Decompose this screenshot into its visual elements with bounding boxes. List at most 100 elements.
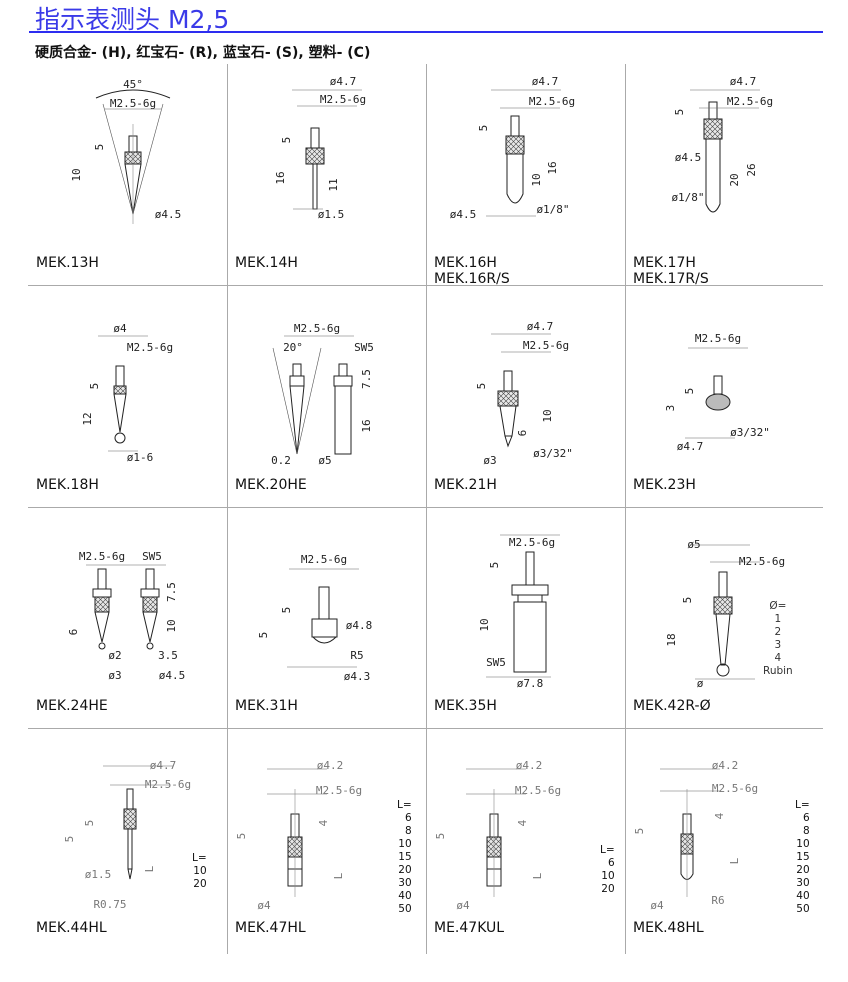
- stylus-drawing: [466, 768, 526, 897]
- dimension-label: 4: [516, 819, 529, 826]
- dimension-label: ø4: [257, 898, 271, 912]
- dimension-label: ø4.7: [531, 75, 559, 88]
- list-item: 1: [774, 613, 782, 625]
- dimension-label: 5: [257, 631, 270, 639]
- dimension-label: 5: [475, 382, 488, 389]
- list-item: 40: [398, 889, 412, 902]
- product-code: MEK.47HL: [235, 919, 306, 936]
- dimension-label: 12: [81, 411, 94, 426]
- stylus-drawing: [272, 335, 354, 454]
- list-item: 20: [398, 863, 412, 876]
- product-cell: M2.5-6g SW5 7.5 10 6 ø2 3.5 ø3 ø4.5 MEK.24HE: [28, 507, 227, 729]
- dimension-label: M2.5-6g: [508, 536, 556, 549]
- dimension-label: ø1.5: [84, 867, 112, 881]
- stylus-drawing: [685, 347, 748, 438]
- list-item: 2: [774, 626, 782, 638]
- dimension-label: 5: [673, 108, 686, 116]
- dimension-label: 6: [67, 628, 80, 636]
- dimension-label: M2.5-6g: [293, 321, 341, 335]
- dimension-label: ø: [696, 677, 704, 690]
- material-subtitle: 硬质合金- (H), 红宝石- (R), 蓝宝石- (S), 塑料- (C): [35, 45, 371, 61]
- dimension-label: ø4.3: [343, 670, 371, 683]
- list-item: 20: [193, 877, 207, 890]
- product-cell: ø4.7 M2.5-6g 5 10 6 ø3 ø3/32" MEK.21H: [426, 286, 625, 508]
- dimension-label: M2.5-6g: [126, 340, 174, 354]
- dimension-label: 5: [280, 136, 293, 144]
- dimension-label: ø1/8": [536, 203, 570, 216]
- dimension-label: M2.5-6g: [522, 338, 570, 352]
- dimension-label: L: [728, 857, 741, 864]
- product-code: MEK.18H: [36, 476, 99, 493]
- product-code: MEK.20HE: [235, 476, 307, 493]
- product-cell: M2.5-6g 5 ø4.8 5 R5 ø4.3 MEK.31H: [227, 507, 426, 729]
- list-item: 10: [796, 837, 810, 850]
- product-code-variant: MEK.17R/S: [633, 271, 709, 287]
- stylus-drawing: [98, 335, 148, 451]
- list-item: 6: [404, 811, 412, 824]
- dimension-label: 7.5: [360, 368, 373, 389]
- list-item: L=: [397, 798, 412, 811]
- dimension-label: ø4.2: [316, 758, 344, 772]
- product-code: MEK.17H: [633, 255, 696, 271]
- dimension-label: 20: [728, 173, 741, 187]
- dimension-label: 5: [633, 827, 646, 834]
- dimension-label: L: [143, 865, 156, 872]
- dimension-label: ø1.5: [317, 208, 345, 221]
- stylus-drawing: [486, 89, 561, 217]
- dimension-label: M2.5-6g: [315, 783, 363, 797]
- length-options-list: L= 6 8 10 15 20 30 40 50: [397, 799, 412, 916]
- dimension-label: M2.5-6g: [726, 95, 774, 108]
- dimension-label: M2.5-6g: [300, 553, 348, 566]
- dimension-label: ø3: [483, 453, 497, 467]
- stylus-drawing: [86, 564, 166, 650]
- stylus-drawing: [267, 768, 327, 897]
- product-cell: M2.5-6g 20° SW5 7.5 16 0.2 ø5 MEK.20HE: [227, 286, 426, 508]
- list-item: L=: [600, 843, 615, 856]
- title-rule: [29, 31, 823, 33]
- dimension-label: ø4.5: [449, 208, 477, 221]
- list-item: Rubin: [763, 665, 793, 677]
- dimension-label: 3.5: [158, 649, 178, 662]
- dimension-label: ø4.7: [526, 319, 554, 333]
- dimension-label: ø3/32": [730, 425, 770, 439]
- list-item: 3: [774, 639, 782, 651]
- dimension-label: M2.5-6g: [694, 331, 742, 345]
- dimension-label: ø4.2: [711, 758, 739, 772]
- dimension-label: 5: [93, 143, 106, 151]
- dimension-label: 5: [280, 606, 293, 614]
- dimension-label: ø3/32": [533, 446, 573, 460]
- dimension-label: 10: [478, 618, 491, 632]
- grid-divider: [28, 507, 823, 508]
- diameter-options-list: Ø= 1 2 3 4 Rubin: [763, 600, 793, 678]
- product-code: MEK.24HE: [36, 698, 108, 714]
- dimension-label: ø4.5: [154, 208, 182, 221]
- product-code: MEK.31H: [235, 698, 298, 714]
- dimension-label: L: [332, 872, 345, 879]
- dimension-label: 16: [546, 161, 559, 175]
- dimension-label: ø1-6: [126, 450, 154, 464]
- dimension-label: ø4: [456, 898, 470, 912]
- product-cell: ø4.7 M2.5-6g 5 16 10 ø4.5 ø1/8" MEK.16H MEK.16R/…: [426, 64, 625, 288]
- product-cell: ø4.7 M2.5-6g 5 16 11 ø1.5 MEK.14H: [227, 64, 426, 286]
- dimension-label: 6: [516, 429, 529, 436]
- list-item: 6: [607, 856, 615, 869]
- dimension-label: M2.5-6g: [144, 777, 192, 791]
- stylus-drawing: [292, 89, 362, 210]
- length-options-list: L= 6 10 20: [600, 844, 615, 896]
- dimension-label: 18: [665, 633, 678, 647]
- dimension-label: 11: [327, 178, 340, 192]
- product-code: MEK.42R-Ø: [633, 698, 711, 714]
- dimension-label: ø4: [113, 321, 127, 335]
- product-code: MEK.14H: [235, 255, 298, 271]
- product-cell: M2.5-6g 5 3 ø3/32" ø4.7 MEK.23H: [625, 286, 824, 508]
- stylus-drawing: [660, 768, 720, 897]
- length-options-list: L= 10 20: [192, 852, 207, 891]
- dimension-label: 7.5: [165, 582, 178, 602]
- dimension-label: 10: [541, 408, 554, 423]
- product-cell: M2.5-6g 5 10 SW5 ø7.8 MEK.35H: [426, 507, 625, 729]
- product-code: MEK.48HL: [633, 919, 704, 936]
- dimension-label: 0.2: [271, 453, 291, 467]
- dimension-label: 20°: [283, 340, 303, 354]
- list-item: 40: [796, 889, 810, 902]
